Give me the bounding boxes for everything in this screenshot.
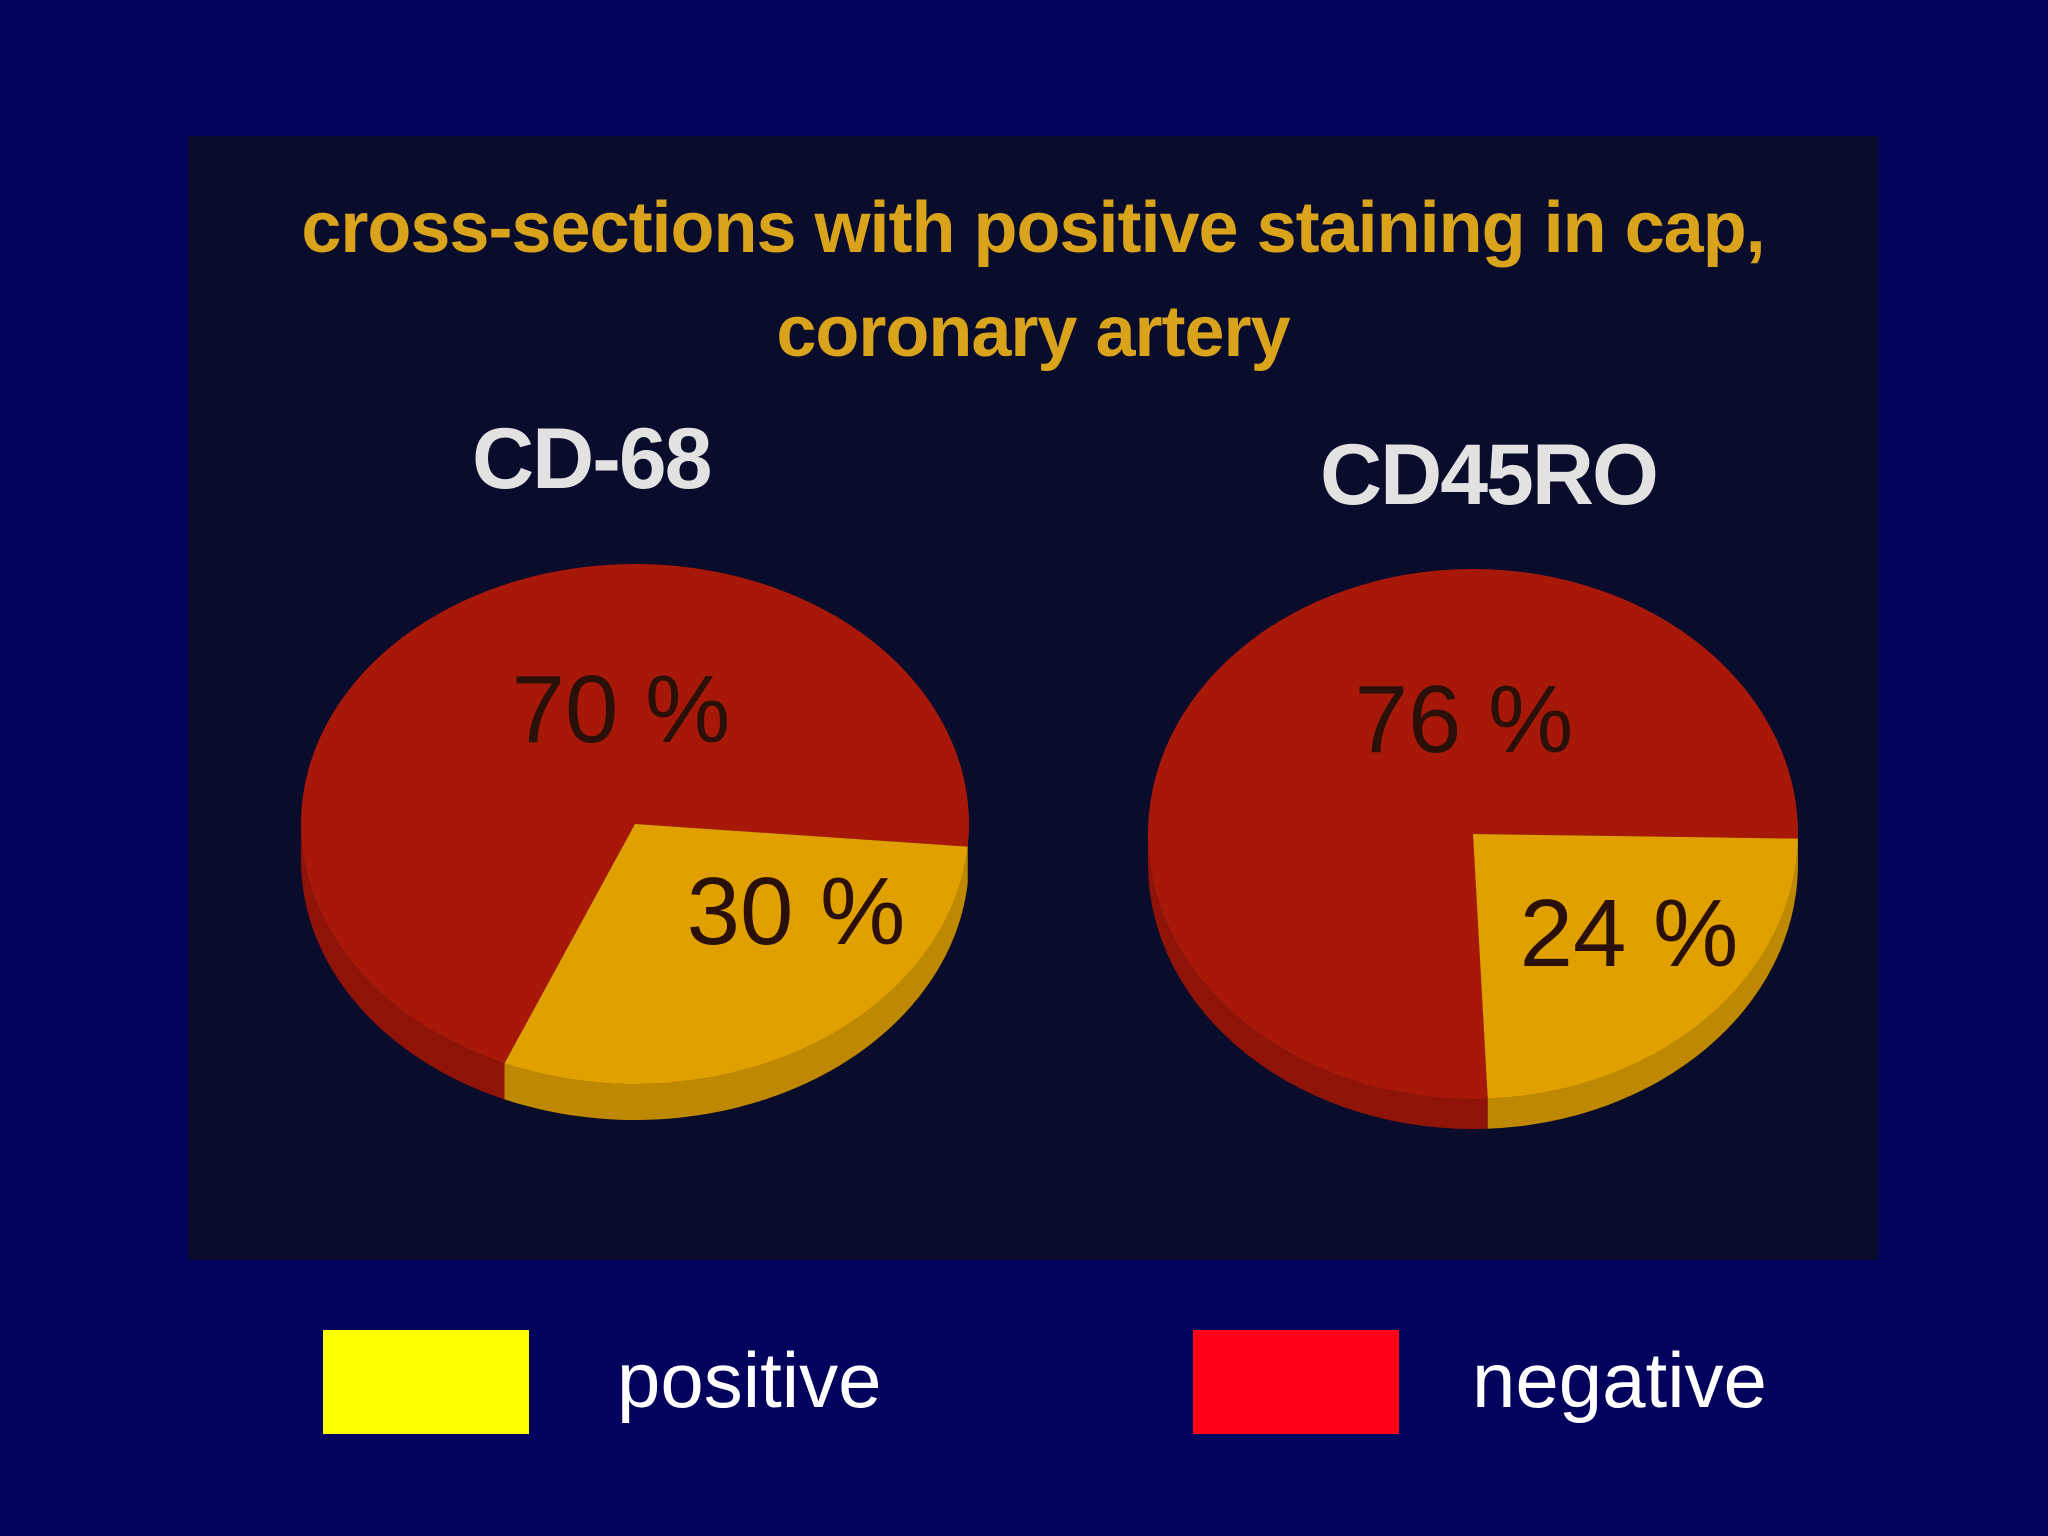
pie-label-cd68: CD-68 [472,411,713,507]
pie-slice-negative [300,563,969,1064]
pie-charts: 70 % 30 % 76 % 24 % [300,563,1798,1129]
pie-wall-positive [504,846,968,1120]
pie-slice-positive [504,824,968,1084]
chart-title-line-2: coronary artery [776,292,1290,372]
pie-value-label-negative: 76 % [1355,666,1574,773]
pie-value-label-positive: 30 % [687,858,906,965]
legend-label-negative: negative [1472,1336,1767,1424]
pie-label-cd45ro: CD45RO [1320,427,1659,523]
legend: positive negative [0,1300,2048,1434]
pie-wall-negative [1148,834,1488,1129]
chart-title: cross-sections with positive staining in… [188,176,1878,384]
chart-title-line-1: cross-sections with positive staining in… [301,188,1765,268]
chart-panel: cross-sections with positive staining in… [188,136,1878,1260]
pie-slice-positive [1473,834,1798,1099]
pie-value-label-positive: 24 % [1520,880,1739,987]
legend-swatch-negative [1193,1330,1399,1434]
legend-label-positive: positive [617,1336,882,1424]
pie-cd68: 70 % 30 % [300,563,969,1120]
pie-wall-negative [301,824,505,1100]
pie-wall-positive [1487,838,1798,1129]
legend-swatch-positive [323,1330,529,1434]
pie-value-label-negative: 70 % [512,656,731,763]
pie-cd45ro: 76 % 24 % [1148,569,1798,1129]
